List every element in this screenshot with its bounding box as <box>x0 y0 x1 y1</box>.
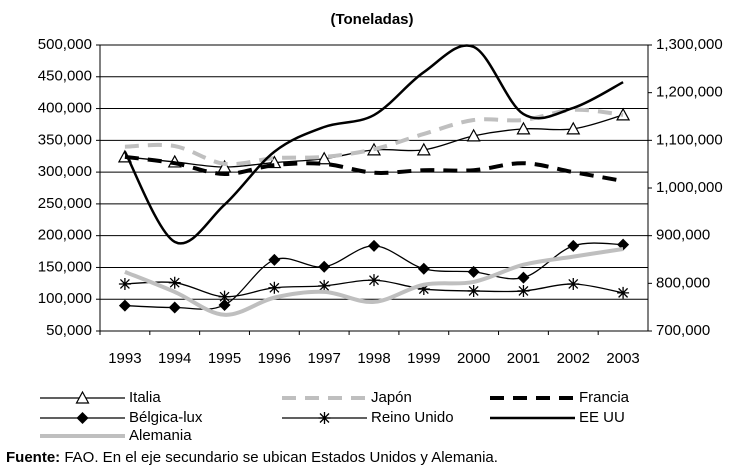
marker <box>76 412 89 424</box>
legend-item: Italia <box>40 389 161 406</box>
y2-tick-label: 1,000,000 <box>656 179 723 196</box>
marker <box>466 128 481 142</box>
marker <box>516 121 531 135</box>
legend-label: Francia <box>579 389 630 406</box>
x-tick-label: 1998 <box>357 350 390 367</box>
marker <box>517 284 530 297</box>
marker <box>75 390 90 404</box>
y-tick-label: 250,000 <box>38 195 92 212</box>
marker <box>368 274 380 287</box>
x-tick-label: 2001 <box>507 350 540 367</box>
chart-title: (Toneladas) <box>330 11 413 28</box>
marker <box>318 412 331 424</box>
y-tick-label: 450,000 <box>38 68 92 85</box>
legend-item: EE UU <box>490 409 625 426</box>
source: Fuente: FAO. En el eje secundario se ubi… <box>6 449 498 466</box>
y-tick-label: 350,000 <box>38 131 92 148</box>
marker <box>318 260 331 273</box>
x-tick-label: 1997 <box>307 350 340 367</box>
legend-item: Japón <box>282 389 412 406</box>
marker <box>317 151 332 165</box>
legend-label: EE UU <box>579 409 625 426</box>
y-tick-label: 100,000 <box>38 290 92 307</box>
legend-item: Reino Unido <box>282 409 454 426</box>
marker <box>218 298 231 311</box>
x-tick-label: 1999 <box>407 350 440 367</box>
legend-label: Bélgica-lux <box>129 409 203 426</box>
marker <box>617 286 630 299</box>
source-text: FAO. En el eje secundario se ubican Esta… <box>64 449 498 466</box>
x-tick-label: 1995 <box>208 350 241 367</box>
marker <box>417 283 430 296</box>
marker <box>566 121 581 135</box>
marker <box>416 142 431 156</box>
series-line <box>124 247 624 317</box>
marker <box>268 253 281 266</box>
legend-label: Alemania <box>129 427 192 444</box>
x-tick-label: 2002 <box>557 350 590 367</box>
plot-frame <box>99 44 649 332</box>
x-tick-label: 1996 <box>258 350 291 367</box>
x-tick-label: 2003 <box>606 350 639 367</box>
marker <box>467 265 480 278</box>
y2-tick-label: 1,100,000 <box>656 131 723 148</box>
y-tick-label: 50,000 <box>46 322 92 339</box>
y-tick-label: 200,000 <box>38 227 92 244</box>
y-tick-label: 500,000 <box>38 36 92 53</box>
marker <box>567 239 580 252</box>
marker <box>517 271 530 284</box>
y-tick-label: 150,000 <box>38 258 92 275</box>
legend-label: Italia <box>129 389 161 406</box>
marker <box>168 301 181 314</box>
marker <box>168 276 181 289</box>
x-tick-label: 1993 <box>108 350 141 367</box>
marker <box>467 284 480 297</box>
y2-tick-label: 1,200,000 <box>656 84 723 101</box>
y2-tick-label: 800,000 <box>656 274 710 291</box>
marker <box>567 277 580 290</box>
legend-item: Bélgica-lux <box>40 409 203 426</box>
y2-tick-label: 1,300,000 <box>656 36 723 53</box>
legend-label: Reino Unido <box>371 409 454 426</box>
y2-tick-label: 900,000 <box>656 227 710 244</box>
x-tick-label: 2000 <box>457 350 490 367</box>
y-tick-label: 300,000 <box>38 163 92 180</box>
marker <box>118 299 131 312</box>
marker <box>218 290 231 303</box>
marker <box>368 239 380 252</box>
y-tick-label: 400,000 <box>38 100 92 117</box>
legend-label: Japón <box>371 389 412 406</box>
legend-item: Francia <box>490 389 630 406</box>
legend-item: Alemania <box>40 427 192 444</box>
marker <box>318 279 331 292</box>
y2-tick-label: 700,000 <box>656 322 710 339</box>
series-line <box>123 44 624 245</box>
marker <box>268 281 281 294</box>
marker <box>118 277 131 290</box>
series-line <box>124 114 624 168</box>
source-label: Fuente: <box>6 449 60 466</box>
x-tick-label: 1994 <box>158 350 191 367</box>
marker <box>417 262 430 275</box>
series-line <box>124 154 624 183</box>
